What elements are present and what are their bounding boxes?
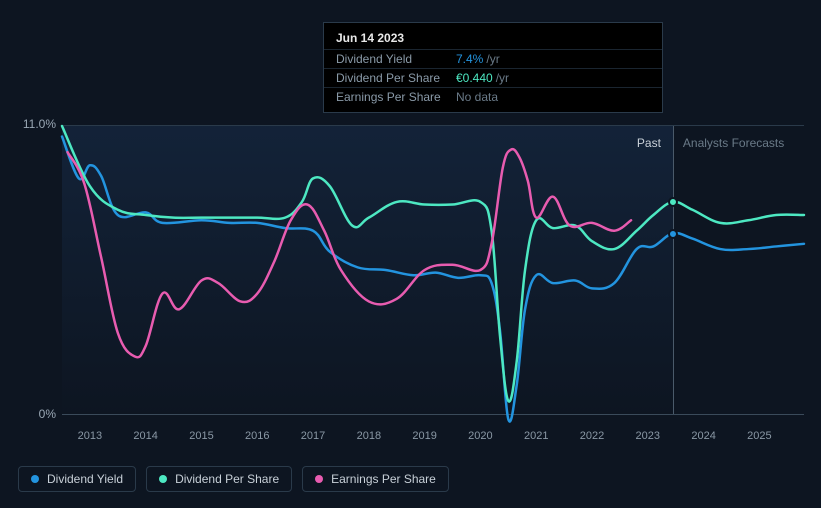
series-line (62, 126, 804, 402)
chart-lines-svg (62, 126, 804, 414)
legend-item[interactable]: Earnings Per Share (302, 466, 449, 492)
x-axis-label: 2014 (133, 430, 157, 442)
tooltip-unit: /yr (486, 52, 499, 66)
x-axis-label: 2023 (636, 430, 660, 442)
tooltip-unit: /yr (496, 71, 509, 85)
x-axis-label: 2018 (357, 430, 381, 442)
x-axis-label: 2013 (78, 430, 102, 442)
x-axis-label: 2017 (301, 430, 325, 442)
x-axis-label: 2025 (747, 430, 771, 442)
tooltip-row: Earnings Per ShareNo data (324, 87, 662, 106)
dividend-chart: Past Analysts Forecasts 11.0% 0% 2013 2014 2… (0, 105, 821, 455)
x-axis-label: 2016 (245, 430, 269, 442)
tooltip-value: No data (456, 90, 498, 104)
x-axis-label: 2019 (412, 430, 436, 442)
legend-label: Dividend Yield (47, 472, 123, 486)
tooltip-label: Dividend Per Share (336, 71, 456, 85)
legend-item[interactable]: Dividend Per Share (146, 466, 292, 492)
tooltip-value: €0.440/yr (456, 71, 509, 85)
legend-dot-icon (31, 475, 39, 483)
legend-dot-icon (159, 475, 167, 483)
x-axis-label: 2015 (189, 430, 213, 442)
plot-area[interactable]: Past Analysts Forecasts (62, 125, 804, 415)
tooltip-label: Dividend Yield (336, 52, 456, 66)
y-axis-label: 0% (39, 407, 56, 421)
x-axis-label: 2022 (580, 430, 604, 442)
y-axis-label: 11.0% (23, 117, 56, 131)
chart-legend: Dividend Yield Dividend Per Share Earnings… (18, 466, 449, 492)
legend-label: Dividend Per Share (175, 472, 279, 486)
x-axis-label: 2020 (468, 430, 492, 442)
series-marker (668, 229, 678, 239)
x-axis-label: 2024 (691, 430, 715, 442)
legend-item[interactable]: Dividend Yield (18, 466, 136, 492)
tooltip-date: Jun 14 2023 (324, 29, 662, 49)
chart-tooltip: Jun 14 2023 Dividend Yield7.4%/yrDividen… (323, 22, 663, 113)
legend-label: Earnings Per Share (331, 472, 436, 486)
series-line (68, 149, 631, 357)
series-marker (668, 197, 678, 207)
tooltip-rows: Dividend Yield7.4%/yrDividend Per Share€… (324, 49, 662, 106)
legend-dot-icon (315, 475, 323, 483)
x-axis-label: 2021 (524, 430, 548, 442)
series-line (62, 136, 804, 421)
tooltip-row: Dividend Per Share€0.440/yr (324, 68, 662, 87)
tooltip-row: Dividend Yield7.4%/yr (324, 49, 662, 68)
tooltip-value: 7.4%/yr (456, 52, 500, 66)
tooltip-label: Earnings Per Share (336, 90, 456, 104)
